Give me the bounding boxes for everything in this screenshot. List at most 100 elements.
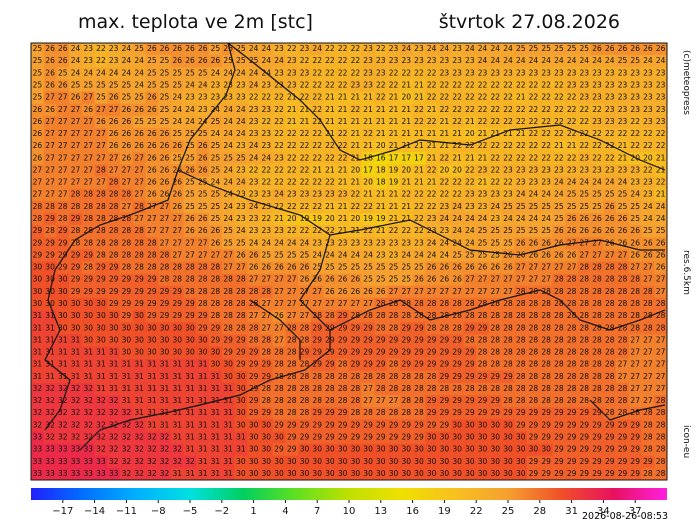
temp-cell	[501, 140, 515, 153]
temp-cell	[259, 212, 273, 226]
temp-value: 28	[122, 190, 132, 199]
temp-value: 27	[198, 250, 208, 259]
temp-value: 30	[312, 457, 322, 466]
temp-value: 28	[338, 384, 348, 393]
temp-value: 27	[96, 105, 106, 114]
temp-cell	[476, 225, 490, 238]
temp-cell	[221, 152, 235, 165]
temp-cell	[120, 225, 134, 238]
temp-value: 31	[83, 360, 93, 369]
temp-value: 28	[643, 433, 653, 442]
temp-value: 25	[567, 44, 577, 53]
temp-value: 24	[643, 202, 653, 211]
temp-value: 29	[618, 457, 628, 466]
title: max. teplota ve 2m [stc]	[78, 11, 313, 33]
temp-value: 23	[465, 56, 475, 65]
temp-value: 27	[592, 250, 602, 259]
temp-value: 23	[287, 68, 297, 77]
temp-value: 21	[414, 165, 424, 174]
temp-value: 23	[656, 93, 666, 102]
temp-value: 23	[643, 80, 653, 89]
temp-value: 24	[351, 250, 361, 259]
temp-value: 23	[630, 68, 640, 77]
temp-value: 30	[71, 299, 81, 308]
temp-cell	[514, 91, 528, 104]
temp-value: 30	[173, 348, 183, 357]
temp-value: 25	[465, 250, 475, 259]
temp-cell	[514, 115, 528, 129]
temp-value: 28	[376, 323, 386, 332]
temp-value: 27	[363, 396, 373, 405]
temp-value: 33	[71, 445, 81, 454]
temp-value: 22	[300, 165, 310, 174]
temp-value: 22	[541, 153, 551, 162]
temp-cell	[539, 43, 553, 56]
temp-value: 27	[274, 323, 284, 332]
temp-value: 29	[554, 469, 564, 478]
temp-value: 26	[185, 165, 195, 174]
temp-value: 26	[173, 44, 183, 53]
temp-value: 28	[236, 311, 246, 320]
temp-cell	[603, 176, 617, 189]
temp-value: 28	[554, 348, 564, 357]
temp-cell	[310, 127, 324, 141]
temp-value: 26	[630, 44, 640, 53]
temp-value: 29	[173, 287, 183, 296]
temp-value: 28	[312, 396, 322, 405]
temp-value: 27	[465, 275, 475, 284]
temp-value: 28	[376, 372, 386, 381]
temp-cell	[463, 200, 477, 214]
temp-value: 25	[618, 202, 628, 211]
temp-cell	[272, 127, 286, 141]
temp-value: 23	[287, 190, 297, 199]
temp-value: 25	[185, 190, 195, 199]
temp-value: 31	[185, 420, 195, 429]
temp-value: 26	[173, 56, 183, 65]
temp-value: 32	[71, 408, 81, 417]
temp-value: 28	[401, 384, 411, 393]
temp-value: 29	[109, 287, 119, 296]
temp-value: 24	[274, 238, 284, 247]
temp-value: 28	[122, 263, 132, 272]
temp-cell	[387, 200, 401, 214]
temp-value: 21	[363, 117, 373, 126]
temp-value: 28	[440, 299, 450, 308]
temp-value: 29	[134, 299, 144, 308]
temp-value: 29	[236, 335, 246, 344]
temp-cell	[310, 212, 324, 226]
temp-value: 22	[529, 105, 539, 114]
temp-cell	[298, 200, 312, 214]
temp-value: 24	[249, 68, 259, 77]
temp-value: 30	[325, 469, 335, 478]
temp-cell	[336, 127, 350, 141]
temp-cell	[69, 67, 83, 80]
temp-value: 30	[147, 323, 157, 332]
temp-value: 32	[83, 396, 93, 405]
temp-value: 28	[567, 275, 577, 284]
temp-cell	[527, 127, 541, 141]
temp-value: 26	[33, 117, 43, 126]
temp-cell	[158, 225, 172, 238]
temp-value: 28	[414, 408, 424, 417]
temp-value: 27	[643, 360, 653, 369]
temp-value: 23	[440, 68, 450, 77]
temp-value: 27	[389, 396, 399, 405]
temp-value: 28	[376, 408, 386, 417]
temp-cell	[234, 237, 248, 250]
temp-value: 22	[325, 44, 335, 53]
temp-cell	[539, 152, 553, 165]
temp-value: 22	[312, 153, 322, 162]
temp-value: 25	[134, 117, 144, 126]
temp-value: 24	[605, 178, 615, 187]
temp-value: 28	[287, 384, 297, 393]
temp-value: 22	[503, 93, 513, 102]
temp-value: 27	[541, 275, 551, 284]
temp-cell	[336, 164, 350, 177]
temp-value: 24	[478, 56, 488, 65]
temp-value: 29	[223, 348, 233, 357]
temp-value: 26	[173, 141, 183, 150]
temp-value: 23	[643, 190, 653, 199]
temp-cell	[56, 212, 70, 226]
temp-value: 23	[236, 80, 246, 89]
temp-value: 28	[478, 384, 488, 393]
